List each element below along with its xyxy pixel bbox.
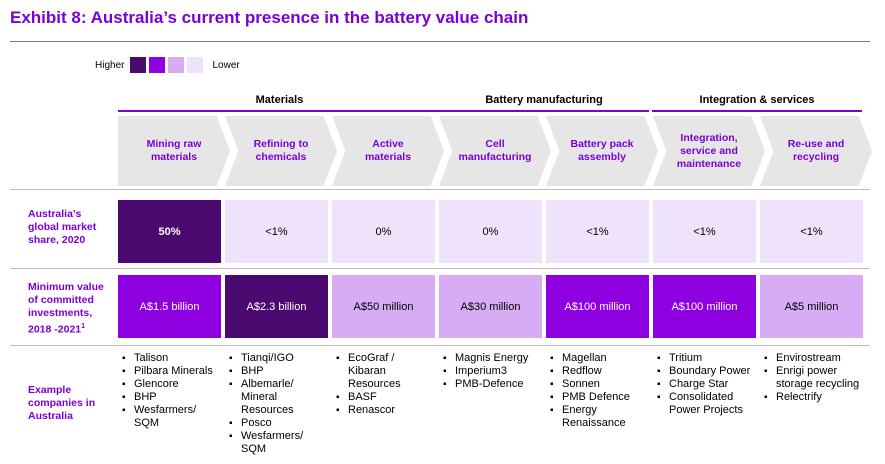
company-item: Tianqi/IGO bbox=[227, 352, 327, 365]
legend: Higher Lower bbox=[95, 57, 240, 73]
company-item: Boundary Power bbox=[655, 365, 755, 378]
investment-cell: A$100 million bbox=[546, 275, 649, 338]
company-item: Albemarle/ Mineral Resources bbox=[227, 378, 327, 417]
group-integration-services: Integration & services bbox=[652, 90, 862, 112]
stage-label: Active materials bbox=[364, 138, 412, 163]
company-item: Enrigi power storage recycling bbox=[762, 365, 862, 391]
investment-cell: A$5 million bbox=[760, 275, 863, 338]
group-materials: Materials bbox=[118, 90, 441, 112]
company-item: BHP bbox=[227, 365, 327, 378]
company-list: Tritium Boundary Power Charge Star Conso… bbox=[655, 352, 755, 417]
row-label-market-share: Australia’s global market share, 2020 bbox=[28, 208, 97, 246]
company-item: Envirostream bbox=[762, 352, 862, 365]
company-list: EcoGraf / Kibaran Resources BASF Renasco… bbox=[334, 352, 434, 417]
row-label-investment-text: Minimum value of committed investments, … bbox=[28, 281, 104, 336]
investment-cell: A$1.5 billion bbox=[118, 275, 221, 338]
company-item: Tritium bbox=[655, 352, 755, 365]
company-list: Tianqi/IGO BHP Albemarle/ Mineral Resour… bbox=[227, 352, 327, 456]
row-divider bbox=[10, 189, 870, 190]
title-divider bbox=[10, 41, 870, 42]
legend-swatch-1 bbox=[130, 57, 147, 73]
company-item: Wesfarmers/ SQM bbox=[120, 404, 220, 430]
company-item: Glencore bbox=[120, 378, 220, 391]
row-divider bbox=[10, 345, 870, 346]
company-item: Energy Renaissance bbox=[548, 404, 648, 430]
stage-label: Cell manufacturing bbox=[458, 138, 532, 163]
company-item: BHP bbox=[120, 391, 220, 404]
stage-label: Refining to chemicals bbox=[253, 138, 309, 163]
share-cell: <1% bbox=[225, 200, 328, 263]
share-cell: 0% bbox=[439, 200, 542, 263]
company-item: Consolidated Power Projects bbox=[655, 391, 755, 417]
company-item: Talison bbox=[120, 352, 220, 365]
legend-swatch-2 bbox=[149, 57, 166, 73]
company-item: Magnis Energy bbox=[441, 352, 541, 365]
row-divider bbox=[10, 268, 870, 269]
company-item: Redflow bbox=[548, 365, 648, 378]
stage-chevron: Re-use and recycling bbox=[760, 116, 872, 186]
company-item: Imperium3 bbox=[441, 365, 541, 378]
share-cell: <1% bbox=[546, 200, 649, 263]
company-list: Envirostream Enrigi power storage recycl… bbox=[762, 352, 862, 404]
share-cell: 50% bbox=[118, 200, 221, 263]
company-item: PMB-Defence bbox=[441, 378, 541, 391]
stage-label: Battery pack assembly bbox=[570, 138, 634, 163]
company-item: Relectrify bbox=[762, 391, 862, 404]
investment-cell: A$30 million bbox=[439, 275, 542, 338]
stage-label: Mining raw materials bbox=[146, 138, 202, 163]
company-item: Sonnen bbox=[548, 378, 648, 391]
row-label-companies: Example companies in Australia bbox=[28, 384, 96, 422]
company-item: Renascor bbox=[334, 404, 434, 417]
stage-label: Re-use and recycling bbox=[787, 138, 845, 163]
share-cell: <1% bbox=[653, 200, 756, 263]
legend-lower-label: Lower bbox=[212, 59, 240, 71]
stage-chevron: Refining to chemicals bbox=[225, 116, 337, 186]
share-cell: 0% bbox=[332, 200, 435, 263]
company-item: Magellan bbox=[548, 352, 648, 365]
stage-chevron: Active materials bbox=[332, 116, 444, 186]
footnote-marker: 1 bbox=[81, 323, 86, 330]
company-list: Magellan Redflow Sonnen PMB Defence Ener… bbox=[548, 352, 648, 430]
company-item: Wesfarmers/ SQM bbox=[227, 430, 327, 456]
company-item: PMB Defence bbox=[548, 391, 648, 404]
share-cell: <1% bbox=[760, 200, 863, 263]
legend-swatch-3 bbox=[168, 57, 185, 73]
investment-cell: A$2.3 billion bbox=[225, 275, 328, 338]
stage-label: Integration, service and maintenance bbox=[676, 131, 742, 170]
investment-cell: A$100 million bbox=[653, 275, 756, 338]
row-label-investment: Minimum value of committed investments, … bbox=[28, 281, 114, 337]
company-item: Pilbara Minerals bbox=[120, 365, 220, 378]
legend-swatch-4 bbox=[187, 57, 204, 73]
company-list: Magnis Energy Imperium3 PMB-Defence bbox=[441, 352, 541, 391]
legend-higher-label: Higher bbox=[95, 59, 125, 71]
stage-chevron: Cell manufacturing bbox=[439, 116, 551, 186]
investment-cell: A$50 million bbox=[332, 275, 435, 338]
stage-chevron: Mining raw materials bbox=[118, 116, 230, 186]
company-list: Talison Pilbara Minerals Glencore BHP We… bbox=[120, 352, 220, 430]
stage-chevron: Battery pack assembly bbox=[546, 116, 658, 186]
company-item: Posco bbox=[227, 417, 327, 430]
company-item: EcoGraf / Kibaran Resources bbox=[334, 352, 434, 391]
company-item: Charge Star bbox=[655, 378, 755, 391]
group-battery-manufacturing: Battery manufacturing bbox=[439, 90, 649, 112]
exhibit-title: Exhibit 8: Australia’s current presence … bbox=[10, 8, 529, 27]
company-item: BASF bbox=[334, 391, 434, 404]
stage-chevron: Integration, service and maintenance bbox=[653, 116, 765, 186]
